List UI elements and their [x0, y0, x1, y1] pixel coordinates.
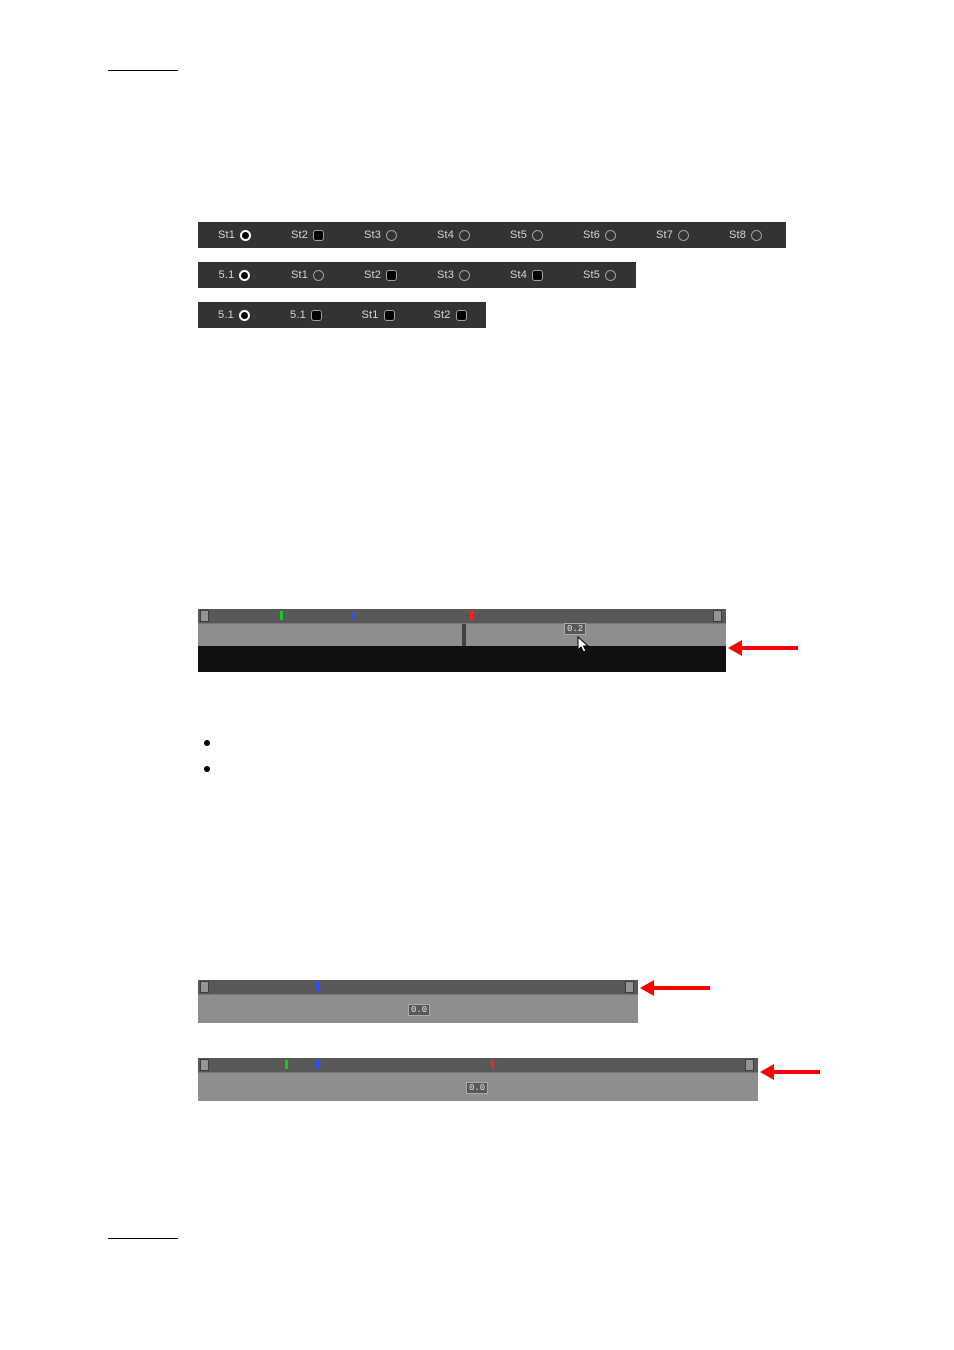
track-slot[interactable]: St2: [414, 309, 486, 321]
track-slot-label: St4: [510, 269, 527, 281]
track-slot-label: St1: [218, 229, 235, 241]
track-slot-label: St8: [729, 229, 746, 241]
range-handle-right[interactable]: [625, 981, 634, 993]
track-slot[interactable]: St3: [417, 269, 490, 281]
filled-icon: [456, 310, 467, 321]
marker[interactable]: [316, 982, 319, 991]
timeline-figure-1: 0.2: [198, 609, 726, 672]
track-slot[interactable]: St3: [344, 229, 417, 241]
bullet-point: [204, 740, 210, 746]
timeline-ruler[interactable]: [198, 980, 638, 995]
track-slot[interactable]: 5.1: [198, 269, 271, 281]
track-slot-label: St2: [364, 269, 381, 281]
marker[interactable]: [491, 1060, 494, 1069]
mouse-cursor-icon: [577, 636, 591, 654]
range-handle-left[interactable]: [200, 1059, 209, 1071]
hollow-icon: [605, 230, 616, 241]
audio-track-row-1: St1 St2 St3 St4 St5 St6 St7 St8: [198, 222, 786, 248]
range-handle-right[interactable]: [713, 610, 722, 622]
track-slot-label: St4: [437, 229, 454, 241]
track-slot-label: St3: [437, 269, 454, 281]
range-handle-left[interactable]: [200, 610, 209, 622]
track-slot[interactable]: St1: [198, 229, 271, 241]
hollow-icon: [313, 270, 324, 281]
marker[interactable]: [285, 1060, 288, 1069]
top-rule: [108, 70, 178, 71]
filled-icon: [532, 270, 543, 281]
range-handle-left[interactable]: [200, 981, 209, 993]
audio-track-row-2: 5.1 St1 St2 St3 St4 St5: [198, 262, 636, 288]
marker[interactable]: [470, 611, 473, 620]
track-slot[interactable]: St6: [563, 229, 636, 241]
record-icon: [239, 270, 250, 281]
track-slot[interactable]: 5.1: [198, 309, 270, 321]
track-slot-label: 5.1: [218, 309, 234, 321]
hollow-icon: [605, 270, 616, 281]
track-slot-label: St5: [510, 229, 527, 241]
marker[interactable]: [280, 611, 283, 620]
track-slot-label: 5.1: [219, 269, 235, 281]
track-slot[interactable]: St5: [490, 229, 563, 241]
track-slot-label: St2: [291, 229, 308, 241]
timeline-body[interactable]: 0.0: [198, 1079, 758, 1101]
bottom-rule: [108, 1238, 178, 1239]
value-readout: 0.2: [564, 623, 586, 635]
marker[interactable]: [351, 611, 354, 620]
callout-arrow-icon: [728, 640, 798, 656]
timeline-figure-3: 0.0: [198, 1058, 758, 1101]
hollow-icon: [751, 230, 762, 241]
timeline-footer: [198, 646, 726, 672]
filled-icon: [384, 310, 395, 321]
track-slot-label: St1: [361, 309, 378, 321]
value-readout: 0.0: [408, 1004, 430, 1016]
track-slot[interactable]: St7: [636, 229, 709, 241]
marker[interactable]: [316, 1060, 319, 1069]
track-slot-label: St3: [364, 229, 381, 241]
track-slot[interactable]: St2: [271, 229, 344, 241]
callout-arrow-icon: [760, 1064, 820, 1080]
timeline-ruler[interactable]: [198, 609, 726, 624]
playhead[interactable]: [462, 624, 466, 646]
callout-arrow-icon: [640, 980, 710, 996]
track-slot-label: St6: [583, 229, 600, 241]
hollow-icon: [532, 230, 543, 241]
track-slot[interactable]: St5: [563, 269, 636, 281]
bullet-point: [204, 766, 210, 772]
value-readout: 0.0: [466, 1082, 488, 1094]
track-slot-label: St7: [656, 229, 673, 241]
hollow-icon: [459, 270, 470, 281]
track-slot[interactable]: St1: [271, 269, 344, 281]
track-slot[interactable]: St4: [490, 269, 563, 281]
timeline-body[interactable]: 0.2: [198, 624, 726, 646]
track-slot-label: St2: [433, 309, 450, 321]
filled-icon: [311, 310, 322, 321]
track-slot[interactable]: St4: [417, 229, 490, 241]
track-slot[interactable]: St8: [709, 229, 782, 241]
timeline-figure-2: 0.0: [198, 980, 638, 1023]
record-icon: [239, 310, 250, 321]
timeline-body[interactable]: 0.0: [198, 1001, 638, 1023]
filled-icon: [313, 230, 324, 241]
track-slot-label: St1: [291, 269, 308, 281]
timeline-ruler[interactable]: [198, 1058, 758, 1073]
record-icon: [240, 230, 251, 241]
filled-icon: [386, 270, 397, 281]
track-slot[interactable]: St1: [342, 309, 414, 321]
track-slot-label: 5.1: [290, 309, 306, 321]
track-slot[interactable]: St2: [344, 269, 417, 281]
track-slot-label: St5: [583, 269, 600, 281]
hollow-icon: [386, 230, 397, 241]
range-handle-right[interactable]: [745, 1059, 754, 1071]
hollow-icon: [459, 230, 470, 241]
audio-track-row-3: 5.1 5.1 St1 St2: [198, 302, 486, 328]
hollow-icon: [678, 230, 689, 241]
track-slot[interactable]: 5.1: [270, 309, 342, 321]
